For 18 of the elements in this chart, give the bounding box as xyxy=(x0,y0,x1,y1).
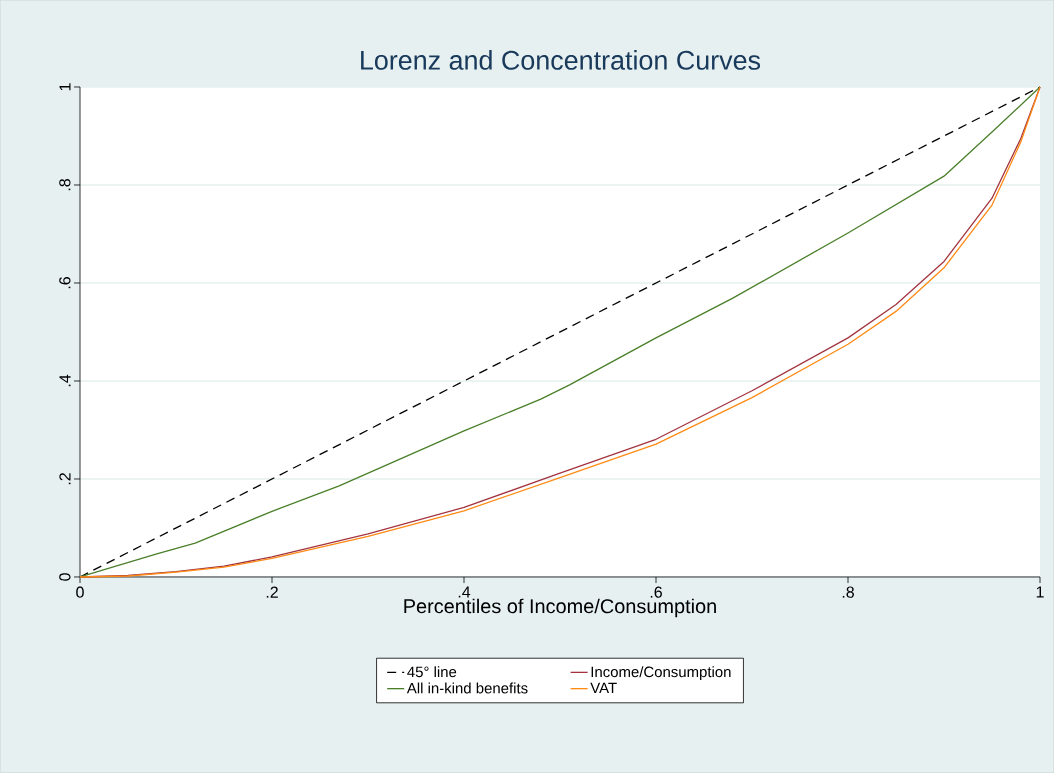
x-axis-title: Percentiles of Income/Consumption xyxy=(404,598,716,618)
x-tick-label: 1 xyxy=(1036,586,1044,598)
y-tick-label: 1 xyxy=(59,83,71,91)
legend-label: 45° line xyxy=(407,666,457,678)
x-tick-label: .8 xyxy=(842,586,854,598)
y-tick-label: .6 xyxy=(59,277,71,289)
legend-label: All in-kind benefits xyxy=(406,682,528,694)
legend-label: VAT xyxy=(590,682,617,694)
chart-title: Lorenz and Concentration Curves xyxy=(361,50,761,70)
y-tick-label: .4 xyxy=(59,374,71,387)
x-tick-label: .2 xyxy=(266,586,278,598)
x-tick-label: .4 xyxy=(458,586,471,598)
legend-label: Income/Consumption xyxy=(591,666,731,681)
x-tick-label: .6 xyxy=(650,586,662,598)
y-tick-label: .8 xyxy=(59,179,71,191)
x-tick-label: 0 xyxy=(76,586,84,598)
y-tick-label: .2 xyxy=(59,473,71,485)
y-tick-label: 0 xyxy=(59,573,71,581)
